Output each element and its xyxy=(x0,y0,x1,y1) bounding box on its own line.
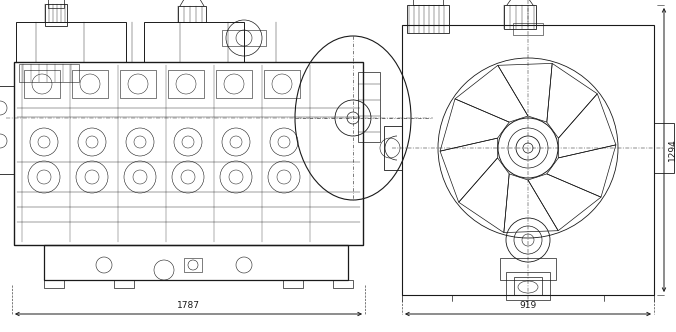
Bar xyxy=(513,23,543,35)
Bar xyxy=(72,70,108,98)
Bar xyxy=(413,0,443,5)
Bar xyxy=(402,25,654,295)
Text: 1787: 1787 xyxy=(177,301,200,310)
Bar xyxy=(506,272,550,300)
Bar xyxy=(283,280,303,288)
Bar xyxy=(19,64,79,82)
Bar xyxy=(168,70,204,98)
Bar xyxy=(178,6,206,22)
Bar xyxy=(500,258,556,280)
Bar xyxy=(264,70,300,98)
Text: 919: 919 xyxy=(519,301,537,310)
Text: 1294: 1294 xyxy=(668,139,676,161)
Bar xyxy=(48,0,64,8)
Bar xyxy=(0,86,14,174)
Bar xyxy=(16,22,126,62)
Bar xyxy=(45,4,67,26)
Bar xyxy=(44,245,348,280)
Bar xyxy=(120,70,156,98)
Bar xyxy=(384,126,402,170)
Bar xyxy=(358,72,380,142)
Bar xyxy=(14,62,363,245)
Bar xyxy=(504,5,536,29)
Bar xyxy=(114,280,134,288)
Bar xyxy=(184,258,202,272)
Bar xyxy=(654,123,674,173)
Bar xyxy=(144,22,244,62)
Bar xyxy=(44,280,64,288)
Bar xyxy=(333,280,353,288)
Bar xyxy=(216,70,252,98)
Bar xyxy=(407,5,449,33)
Bar xyxy=(514,277,542,295)
Bar xyxy=(24,70,60,98)
Bar xyxy=(222,30,266,46)
